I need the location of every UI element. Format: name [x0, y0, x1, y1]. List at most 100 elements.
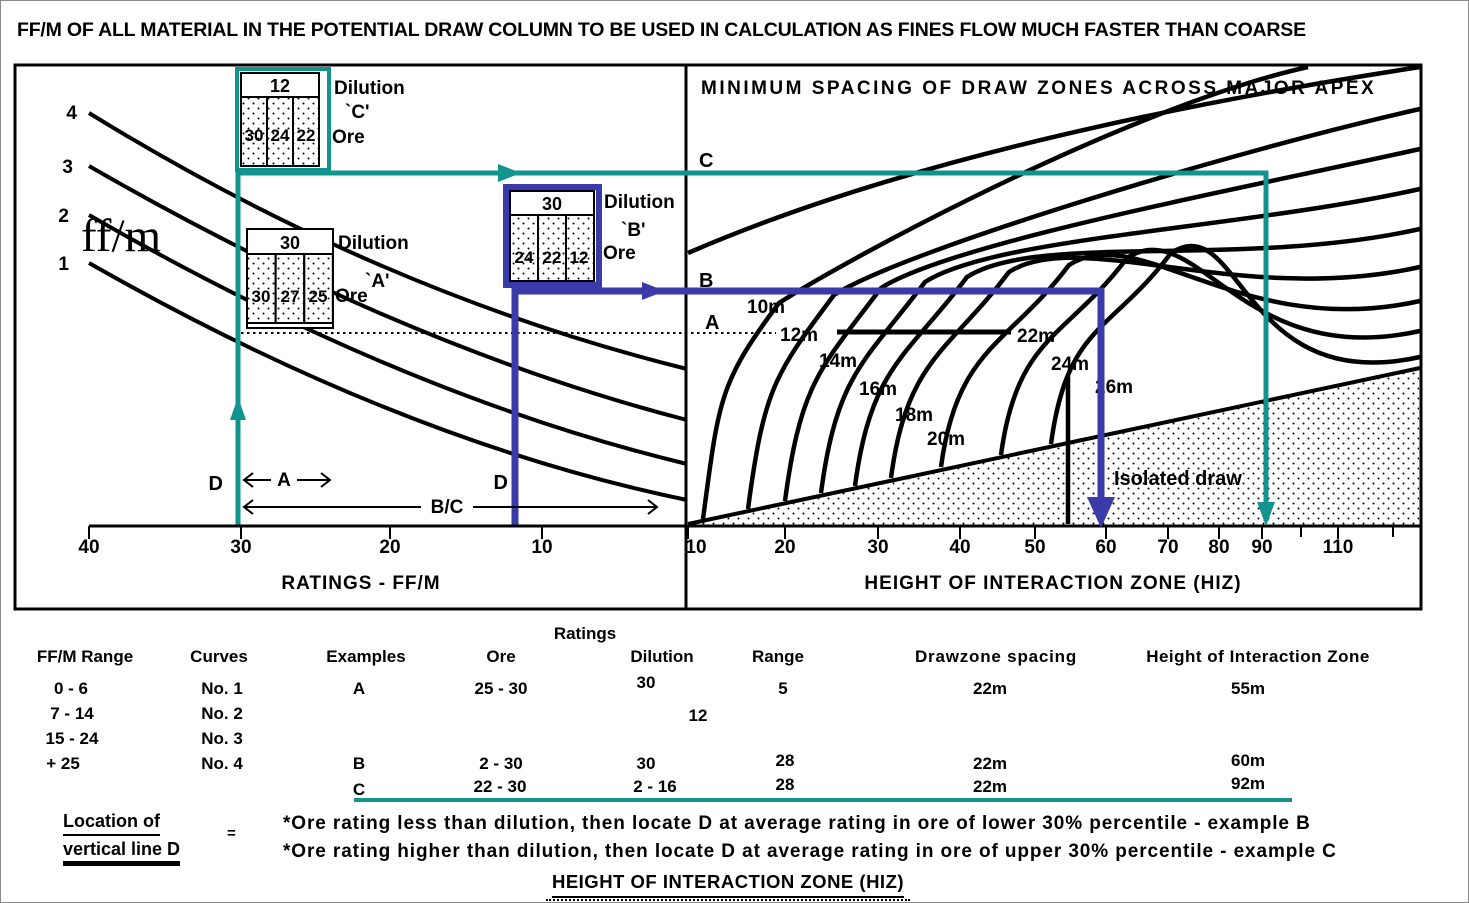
page-title: FF/M OF ALL MATERIAL IN THE POTENTIAL DR…: [17, 19, 1306, 41]
ffm-row-2-curve: No. 2: [201, 704, 243, 723]
right-tick-40: 40: [949, 537, 970, 558]
right-panel-title: MINIMUM SPACING OF DRAW ZONES ACROSS MAJ…: [701, 78, 1376, 99]
left-axis: 40 30 20 10 RATINGS - FF/M: [78, 524, 686, 594]
example-c-dilution: 2 - 16: [633, 777, 677, 796]
teal-guide-path: [230, 164, 1275, 526]
location-note-line1: Location of: [63, 811, 160, 836]
ffm-row-1-curve: No. 1: [201, 679, 243, 698]
curve-no3-label: 3: [62, 157, 73, 178]
box-a-ore-label: Ore: [335, 286, 368, 307]
ffm-big-label: ff/m: [81, 210, 161, 262]
right-panel: MINIMUM SPACING OF DRAW ZONES ACROSS MAJ…: [685, 64, 1421, 594]
right-axis: 10 20 30 40 50 60 70 80 90 110 HEIGHT OF…: [685, 524, 1420, 594]
box-b-ore-2: 22: [543, 248, 562, 267]
left-panel: 4 3 2 1 ff/m: [58, 67, 1275, 594]
curve-no1-label: 1: [58, 254, 69, 275]
box-b-ore-3: 12: [570, 248, 589, 267]
range-bc-label: B/C: [431, 497, 464, 518]
header-curves: Curves: [190, 647, 248, 666]
isolated-draw-label: Isolated draw: [1114, 468, 1242, 490]
curve-label-14m: 14m: [819, 351, 857, 372]
range-a-arrow: [242, 472, 332, 488]
note-example-c: *Ore rating higher than dilution, then l…: [283, 841, 1337, 862]
example-a-dilution-2: 12: [688, 706, 708, 725]
left-tick-20: 20: [379, 537, 400, 558]
example-a-hiz: 55m: [1230, 679, 1266, 698]
example-c-hiz: 92m: [1230, 774, 1266, 793]
location-note-line2: vertical line D: [63, 839, 181, 859]
header-ffm-range: FF/M Range: [36, 647, 134, 666]
curve-label-18m: 18m: [895, 405, 933, 426]
dilution-box-c: 12 30 24 22 Dilution `C' Ore: [235, 67, 405, 172]
example-a-spacing: 22m: [972, 679, 1008, 698]
ffm-row-2-range: 7 - 14: [50, 704, 94, 723]
footer-title-dotted-underline: [546, 899, 910, 901]
example-line-label-a: A: [705, 312, 719, 334]
box-a-dilution-label: Dilution: [338, 233, 409, 254]
right-tick-30: 30: [867, 537, 888, 558]
box-a-ore-3: 25: [309, 287, 328, 306]
box-c-ore-2: 24: [271, 126, 290, 145]
curve-label-24m: 24m: [1051, 354, 1089, 375]
example-a-range: 5: [778, 679, 788, 698]
curve-label-12m: 12m: [780, 325, 818, 346]
teal-right-arrow: [498, 164, 521, 182]
header-examples: Examples: [326, 647, 406, 666]
example-c-teal-underline: [354, 798, 1292, 802]
right-tick-20: 20: [774, 537, 795, 558]
teal-up-arrow: [230, 397, 246, 420]
example-b-range: 28: [775, 751, 795, 770]
range-a-label: A: [277, 470, 291, 491]
footer-title: HEIGHT OF INTERACTION ZONE (HIZ): [551, 871, 905, 898]
ratings-header: Ratings: [553, 624, 617, 643]
example-c-ore: 22 - 30: [473, 777, 527, 796]
box-a-name-label: `A': [365, 271, 390, 292]
box-c-dilution-value: 12: [270, 76, 290, 96]
box-c-ore-label: Ore: [332, 127, 365, 148]
box-b-dilution-label: Dilution: [604, 192, 675, 213]
rating-curve-labels: 4 3 2 1: [58, 103, 77, 275]
equals-sign: =: [227, 825, 236, 842]
box-a-ore-1: 30: [252, 287, 271, 306]
right-tick-80: 80: [1208, 537, 1229, 558]
example-a-id: A: [352, 679, 366, 698]
d-label-right: D: [494, 472, 508, 494]
box-c-name-label: `C': [345, 102, 370, 123]
right-axis-label: HEIGHT OF INTERACTION ZONE (HIZ): [864, 573, 1241, 594]
curve-label-10m: 10m: [747, 297, 785, 318]
right-tick-50: 50: [1024, 537, 1045, 558]
curve-label-20m: 20m: [927, 429, 965, 450]
example-b-dilution: 30: [636, 754, 656, 773]
header-ore: Ore: [486, 647, 516, 666]
curve-label-26m: 26m: [1095, 377, 1133, 398]
blue-right-arrow: [642, 282, 665, 300]
rating-curves: [87, 111, 688, 502]
curve-no2-label: 2: [58, 206, 69, 227]
box-c-dilution-label: Dilution: [334, 78, 405, 99]
example-b-id: B: [352, 754, 366, 773]
curve-no4-label: 4: [66, 103, 77, 124]
left-tick-30: 30: [230, 537, 251, 558]
example-b-hiz: 60m: [1230, 751, 1266, 770]
chart-frame: [13, 63, 1423, 611]
box-b-ore-label: Ore: [603, 243, 636, 264]
header-range: Range: [752, 647, 804, 666]
teal-down-arrow: [1257, 502, 1275, 526]
spacing-curve-labels: 10m 12m 14m 16m 18m 20m 22m 24m 26m: [747, 297, 1133, 450]
ffm-row-3-range: 15 - 24: [45, 729, 99, 748]
box-c-ore-3: 22: [297, 126, 316, 145]
dilution-box-a: 30 30 27 25 Dilution `A' Ore: [246, 228, 409, 329]
left-tick-40: 40: [78, 537, 99, 558]
box-b-ore-1: 24: [515, 248, 534, 267]
example-a-ore: 25 - 30: [474, 679, 528, 698]
left-tick-10: 10: [531, 537, 552, 558]
box-c-teal-outline: [235, 67, 331, 172]
example-a-dilution: 30: [636, 673, 656, 692]
curve-label-22m: 22m: [1017, 326, 1055, 347]
example-c-id: C: [352, 780, 366, 799]
blue-down-arrow: [1087, 497, 1115, 528]
example-line-label-b: B: [699, 270, 713, 292]
header-hiz: Height of Interaction Zone: [1146, 647, 1370, 666]
example-c-spacing: 22m: [972, 777, 1008, 796]
